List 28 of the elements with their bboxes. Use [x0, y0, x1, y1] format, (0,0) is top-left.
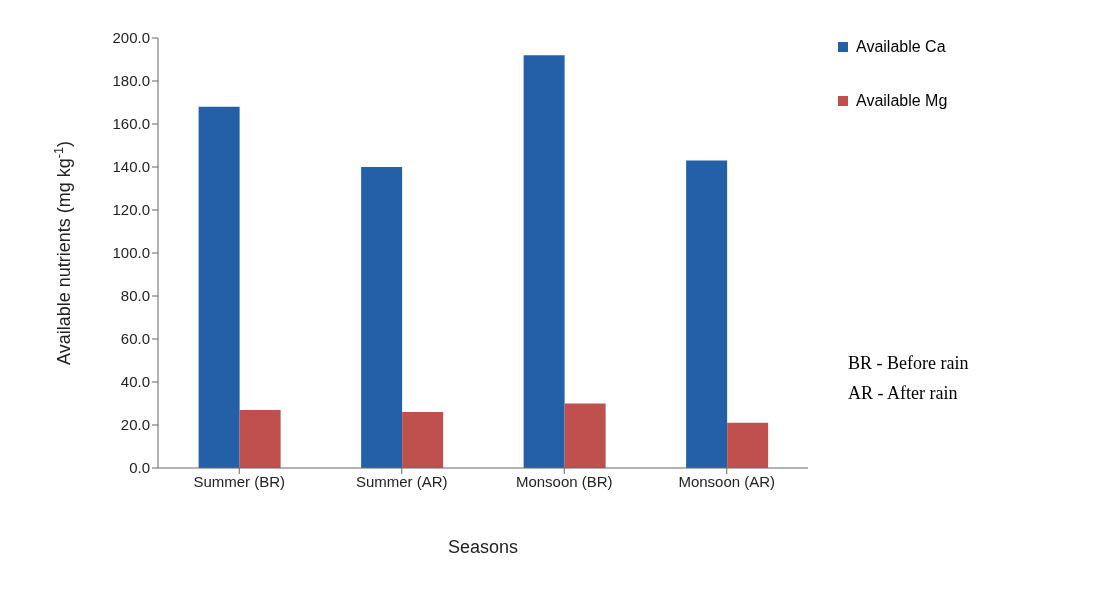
y-tick-label: 60.0 [120, 330, 150, 348]
text: BR - Before rain [848, 352, 969, 375]
x-tick-label: Monsoon (BR) [515, 472, 613, 490]
y-tick-label: 180.0 [112, 72, 150, 90]
bar [198, 106, 240, 468]
bar [239, 409, 281, 468]
y-tick-label: 120.0 [112, 201, 150, 219]
x-tick-label: Summer (AR) [355, 472, 448, 490]
y-tick-label: 80.0 [120, 287, 150, 305]
bar [361, 167, 403, 468]
text: AR - After rain [848, 382, 959, 405]
x-tick-label: Summer (BR) [193, 472, 286, 490]
bar [523, 55, 565, 468]
y-tick-label: 20.0 [120, 416, 150, 434]
bar [564, 403, 606, 468]
x-tick-label: Monsoon (AR) [678, 472, 776, 490]
y-tick-label: 100.0 [112, 244, 150, 262]
bar [686, 160, 728, 468]
bar [727, 422, 769, 468]
legend-label: Available Ca [856, 38, 946, 56]
y-tick-label: 40.0 [120, 373, 150, 391]
legend-label: Available Mg [856, 92, 948, 110]
y-tick-label: 0.0 [129, 459, 150, 477]
bar [402, 412, 444, 468]
y-tick-label: 200.0 [112, 29, 150, 47]
x-axis-title: Seasons [447, 537, 519, 557]
y-tick-label: 160.0 [112, 115, 150, 133]
y-tick-label: 140.0 [112, 158, 150, 176]
